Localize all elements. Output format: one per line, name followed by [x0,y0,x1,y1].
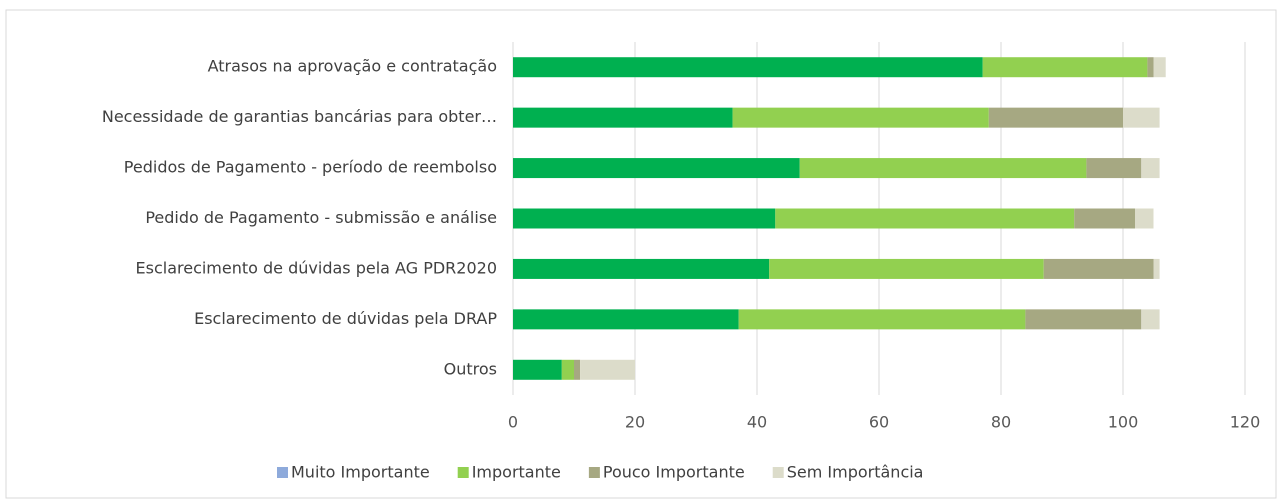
bar-segment [1123,107,1160,128]
bar-segment [988,107,1123,128]
y-tick-label: Necessidade de garantias bancárias para … [102,107,497,126]
bar-segment [982,57,1148,78]
bar-segment [513,258,770,279]
y-tick-label: Outros [444,359,497,378]
bar-segment [775,208,1075,229]
bar-segment [738,309,1026,330]
bar-segment [769,258,1044,279]
x-tick-label: 20 [625,413,645,432]
bar-segment [1043,258,1154,279]
bar-segment [1141,309,1160,330]
bar-segment [580,359,635,380]
bar-segment [732,107,989,128]
legend-label: Sem Importância [787,463,924,482]
bar-segment [513,158,800,179]
x-tick-label: 120 [1230,413,1261,432]
bar-segment [1025,309,1142,330]
legend-swatch [277,467,288,478]
legend-swatch [588,467,600,478]
chart-border [5,9,1277,499]
y-tick-label: Esclarecimento de dúvidas pela DRAP [194,309,497,328]
x-tick-label: 60 [869,413,889,432]
bar-segment [561,359,574,380]
x-tick-label: 40 [747,413,767,432]
bar-segment [799,158,1087,179]
x-tick-label: 0 [508,413,518,432]
bar-segment [1074,208,1136,229]
bar-segment [513,359,562,380]
bar-segment [513,208,776,229]
x-tick-label: 100 [1108,413,1139,432]
bar-segment [1086,158,1142,179]
bar-segment [513,107,733,128]
bar-segment [574,359,581,380]
y-tick-label: Pedidos de Pagamento - período de reembo… [124,158,497,177]
legend-swatch [772,467,784,478]
bar-segment [1153,258,1160,279]
bar-segment [513,309,739,330]
y-tick-label: Atrasos na aprovação e contratação [208,57,497,76]
bar-segment [1147,57,1154,78]
legend-swatch [457,467,469,478]
legend-label: Pouco Importante [603,463,745,482]
x-tick-label: 80 [991,413,1011,432]
y-tick-label: Esclarecimento de dúvidas pela AG PDR202… [136,258,498,277]
bar-segment [1153,57,1166,78]
bar-segment [1141,158,1160,179]
bar-segment [513,57,983,78]
legend-label: Importante [472,463,561,482]
legend-label: Muito Importante [291,463,430,482]
y-tick-label: Pedido de Pagamento - submissão e anális… [145,208,497,227]
bar-segment [1135,208,1154,229]
